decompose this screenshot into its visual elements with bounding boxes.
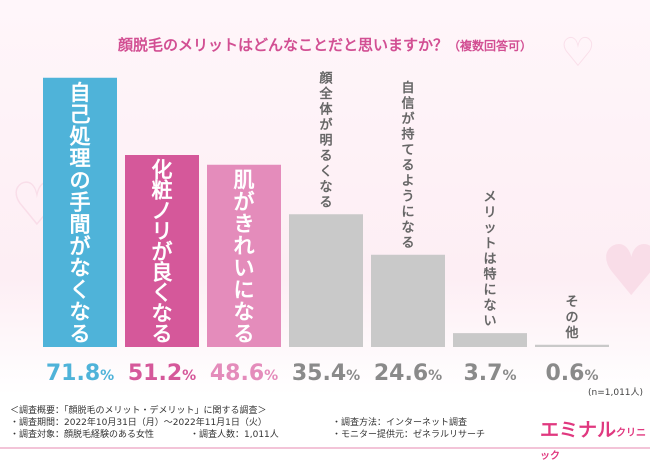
svg-text:き: き	[234, 212, 255, 236]
svg-text:化: 化	[152, 158, 173, 182]
svg-text:る: る	[319, 195, 332, 210]
bar	[453, 333, 527, 347]
svg-text:な: な	[319, 180, 332, 195]
bar-label: その他	[564, 295, 578, 341]
svg-text:が: が	[70, 234, 91, 258]
svg-text:粧: 粧	[152, 179, 173, 203]
svg-text:処: 処	[70, 125, 92, 149]
footer-period: ・調査期間：2022年10月31日（月）〜2022年11月1日（火）	[10, 418, 267, 428]
svg-text:他: 他	[564, 325, 578, 341]
svg-text:な: な	[70, 300, 91, 324]
footer-target: ・調査対象：顔脱毛経験のある女性	[10, 430, 155, 440]
svg-text:体: 体	[319, 101, 333, 117]
svg-text:る: る	[152, 322, 173, 346]
svg-text:肌: 肌	[234, 168, 255, 192]
footer-method: ・調査方法：インターネット調査	[332, 418, 468, 428]
svg-text:に: に	[483, 283, 496, 298]
bar	[289, 214, 363, 347]
bar	[125, 155, 199, 347]
value-label: 71.8%	[46, 361, 114, 386]
value-label: 24.6%	[374, 361, 442, 386]
svg-text:く: く	[70, 278, 91, 302]
footer-provider: ・モニター提供元：ゼネラルリサーチ	[332, 430, 486, 440]
value-label: 48.6%	[210, 361, 278, 386]
svg-text:全: 全	[318, 86, 333, 102]
svg-text:れ: れ	[234, 234, 255, 258]
svg-text:な: な	[483, 299, 496, 314]
svg-text:理: 理	[70, 147, 91, 171]
value-label: 35.4%	[292, 361, 360, 386]
svg-text:が: が	[319, 117, 332, 133]
svg-text:そ: そ	[565, 295, 578, 310]
svg-text:よ: よ	[401, 174, 414, 189]
svg-text:な: な	[401, 220, 414, 235]
svg-text:に: に	[401, 205, 414, 220]
svg-text:な: な	[234, 300, 255, 324]
svg-text:自: 自	[401, 80, 414, 96]
divider	[0, 447, 650, 449]
svg-text:顔: 顔	[318, 70, 333, 86]
svg-text:手: 手	[70, 190, 91, 214]
svg-text:う: う	[401, 189, 414, 204]
svg-text:己: 己	[70, 103, 91, 127]
bar	[43, 77, 117, 347]
svg-text:は: は	[483, 252, 496, 267]
svg-text:明: 明	[319, 133, 332, 148]
value-label: 51.2%	[128, 361, 196, 386]
svg-text:リ: リ	[483, 206, 496, 221]
heart-icon: ♥	[600, 230, 650, 312]
svg-text:の: の	[70, 168, 91, 192]
svg-text:良: 良	[152, 261, 173, 285]
value-label: 3.7%	[463, 361, 516, 386]
svg-text:い: い	[234, 256, 255, 280]
svg-text:な: な	[70, 256, 91, 280]
svg-text:に: に	[234, 278, 255, 302]
chart-title: 顔脱毛のメリットはどんなことだと思いますか？（複数回答可）	[117, 36, 533, 54]
svg-text:持: 持	[401, 126, 414, 142]
svg-text:く: く	[319, 164, 332, 179]
svg-text:る: る	[234, 322, 255, 346]
bar-chart: 自己処理の手間がなくなる71.8%化粧ノリが良くなる51.2%肌がきれいになる4…	[43, 70, 609, 386]
heart-icon: ♡	[560, 30, 596, 76]
svg-text:特: 特	[483, 267, 496, 283]
bar	[371, 254, 445, 347]
svg-text:メ: メ	[483, 190, 496, 205]
svg-text:ト: ト	[483, 237, 496, 252]
logo: エミナルクリニック	[540, 419, 647, 462]
svg-text:ノ: ノ	[152, 199, 173, 223]
svg-text:る: る	[70, 322, 91, 346]
svg-text:が: が	[152, 240, 173, 264]
svg-text:て: て	[401, 143, 414, 158]
footer-heading: ＜調査概要：「顔脱毛のメリット・デメリット」に関する調査＞	[10, 406, 267, 416]
svg-text:信: 信	[401, 95, 414, 111]
sample-size: (n=1,011人)	[588, 388, 644, 398]
svg-text:リ: リ	[152, 220, 173, 244]
bar	[535, 344, 609, 347]
svg-text:る: る	[401, 158, 414, 173]
value-label: 0.6%	[545, 361, 598, 386]
footer-count: ・調査人数：1,011人	[190, 430, 279, 440]
svg-text:ッ: ッ	[483, 221, 496, 236]
svg-text:間: 間	[70, 212, 91, 236]
svg-text:る: る	[401, 236, 414, 251]
svg-text:自: 自	[70, 81, 91, 105]
svg-text:る: る	[319, 149, 332, 164]
svg-text:い: い	[483, 314, 496, 329]
svg-text:の: の	[565, 310, 578, 325]
svg-text:く: く	[152, 281, 173, 305]
svg-text:が: が	[234, 190, 255, 214]
svg-text:が: が	[401, 111, 414, 127]
bar	[207, 164, 281, 347]
svg-text:な: な	[152, 302, 173, 326]
